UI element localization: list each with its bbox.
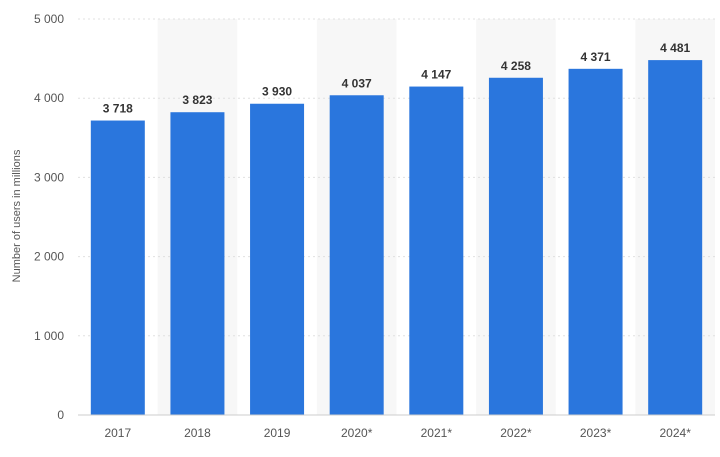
bar-value-label: 3 718 — [103, 102, 133, 116]
bar[interactable] — [90, 120, 145, 416]
x-tick-label: 2019 — [264, 426, 291, 440]
y-tick-label: 0 — [57, 408, 64, 422]
y-tick-label: 5 000 — [34, 12, 64, 26]
bar[interactable] — [409, 86, 464, 415]
y-tick-label: 1 000 — [34, 329, 64, 343]
bar[interactable] — [170, 112, 225, 416]
y-tick-label: 3 000 — [34, 170, 64, 184]
bar-value-label: 3 823 — [182, 93, 212, 107]
x-tick-label: 2024* — [660, 426, 692, 440]
x-tick-label: 2020* — [341, 426, 373, 440]
x-tick-label: 2022* — [500, 426, 532, 440]
x-tick-label: 2017 — [104, 426, 131, 440]
bar-value-label: 4 037 — [342, 76, 372, 90]
bar[interactable] — [568, 68, 623, 415]
bar-value-label: 4 481 — [660, 41, 690, 55]
bar[interactable] — [648, 60, 703, 416]
x-tick-label: 2021* — [421, 426, 453, 440]
y-axis-title: Number of users in millions — [11, 149, 23, 282]
bar[interactable] — [488, 77, 543, 415]
x-tick-label: 2018 — [184, 426, 211, 440]
bar[interactable] — [250, 103, 305, 415]
bar-value-label: 3 930 — [262, 85, 292, 99]
bar-value-label: 4 371 — [581, 50, 611, 64]
bar-value-label: 4 147 — [421, 68, 451, 82]
bar[interactable] — [329, 95, 384, 416]
bar-value-label: 4 258 — [501, 59, 531, 73]
y-tick-label: 4 000 — [34, 91, 64, 105]
x-tick-label: 2023* — [580, 426, 612, 440]
y-tick-label: 2 000 — [34, 250, 64, 264]
